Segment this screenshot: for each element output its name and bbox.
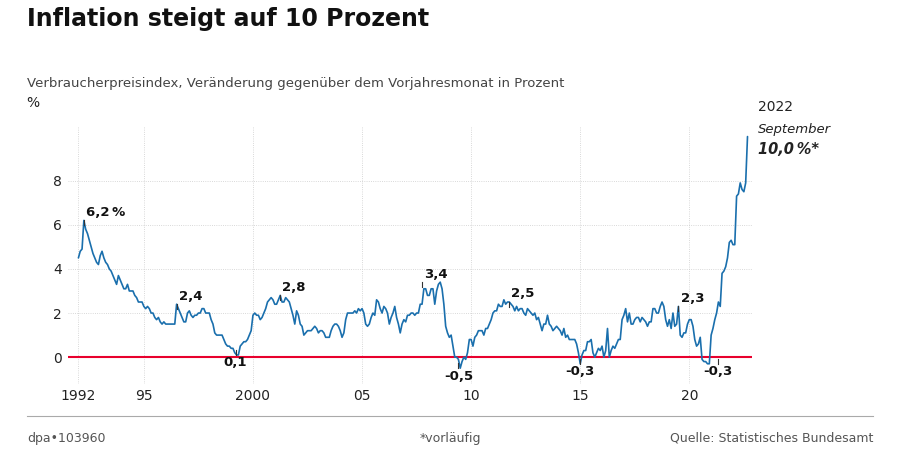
Text: 3,4: 3,4 xyxy=(424,268,448,280)
Text: -0,5: -0,5 xyxy=(444,370,473,383)
Text: 2,4: 2,4 xyxy=(179,290,203,303)
Text: Verbraucherpreisindex, Veränderung gegenüber dem Vorjahresmonat in Prozent: Verbraucherpreisindex, Veränderung gegen… xyxy=(27,77,564,90)
Text: 2,3: 2,3 xyxy=(680,292,704,305)
Text: 2022: 2022 xyxy=(758,100,793,114)
Text: Quelle: Statistisches Bundesamt: Quelle: Statistisches Bundesamt xyxy=(670,432,873,445)
Text: *vorläufig: *vorläufig xyxy=(419,432,481,445)
Text: -0,3: -0,3 xyxy=(704,365,733,379)
Text: -0,3: -0,3 xyxy=(565,365,595,379)
Text: 2,5: 2,5 xyxy=(511,287,535,300)
Text: Inflation steigt auf 10 Prozent: Inflation steigt auf 10 Prozent xyxy=(27,7,429,31)
Text: September: September xyxy=(758,123,831,136)
Text: 6,2 %: 6,2 % xyxy=(86,206,125,219)
Text: dpa•103960: dpa•103960 xyxy=(27,432,105,445)
Text: 10,0 %*: 10,0 %* xyxy=(758,142,819,157)
Text: %: % xyxy=(26,96,40,110)
Text: 2,8: 2,8 xyxy=(283,281,306,294)
Text: 0,1: 0,1 xyxy=(224,357,248,370)
